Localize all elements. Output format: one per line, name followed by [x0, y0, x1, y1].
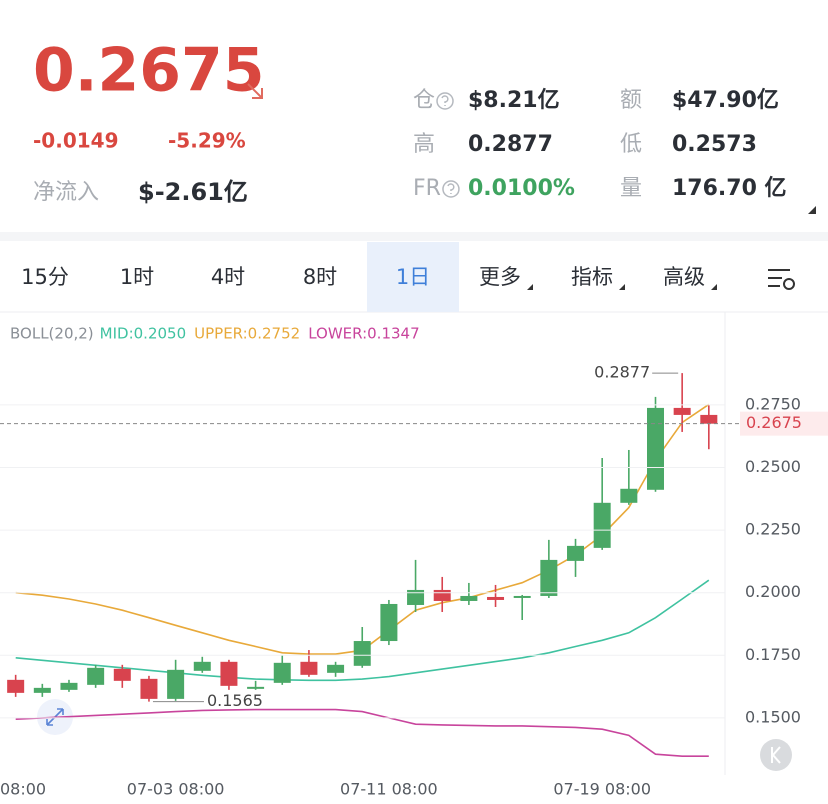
x-tick-label: 07-03 08:00 — [127, 780, 225, 799]
net-inflow: $-2.61亿 — [138, 178, 248, 206]
candle-body — [220, 661, 238, 686]
candle-body — [540, 559, 558, 596]
candle-body — [167, 669, 185, 699]
tab[interactable]: 8时 — [303, 265, 337, 289]
y-tick-label: 0.2500 — [745, 457, 801, 476]
help-glyph — [447, 183, 455, 194]
tab-dropdown — [711, 284, 717, 290]
candle-body — [7, 679, 25, 693]
candle-body — [380, 603, 398, 642]
tab-selected-bg — [367, 242, 459, 312]
stat-value: 0.2877 — [468, 132, 553, 157]
stat-label: 低 — [620, 132, 642, 157]
legend-entry: UPPER:0.2752 — [194, 325, 300, 343]
net-inflow-label: 净流入 — [33, 180, 99, 205]
stat-value: 0.0100% — [468, 176, 575, 201]
help-glyph — [441, 95, 449, 106]
price: 0.2675 — [33, 36, 265, 106]
change: -0.0149 — [33, 129, 118, 153]
y-tick-label: 0.1500 — [745, 707, 801, 726]
tab-dropdown — [527, 284, 533, 290]
min-label: 0.1565 — [207, 691, 263, 710]
band-line — [15, 579, 710, 682]
candle-body — [567, 545, 585, 561]
candle-body — [87, 667, 105, 685]
candle-body — [247, 686, 265, 689]
x-tick-label: 07-19 08:00 — [553, 780, 651, 799]
stat-label: 高 — [413, 132, 435, 157]
candle-body — [620, 488, 638, 503]
y-tick-label: 0.2750 — [745, 394, 801, 413]
candle-body — [593, 502, 611, 548]
last-price-label: 0.2675 — [746, 413, 802, 432]
stat-value: 176.70 亿 — [672, 176, 787, 201]
stat-value: $8.21亿 — [468, 88, 560, 113]
help-icon[interactable] — [442, 180, 460, 198]
candle-body — [193, 661, 211, 671]
kline-button[interactable] — [760, 739, 792, 771]
candle-body — [353, 641, 371, 666]
candle-body — [647, 407, 664, 490]
tab[interactable]: 1日 — [396, 265, 430, 289]
candle-body — [673, 407, 691, 415]
stat-label: 仓 — [413, 88, 435, 113]
tab[interactable]: 指标 — [571, 265, 613, 289]
y-tick-label: 0.2250 — [745, 520, 801, 539]
legend-entry: MID:0.2050 — [100, 325, 186, 343]
band-line — [15, 708, 709, 757]
tab[interactable]: 高级 — [663, 265, 705, 289]
y-tick-label: 0.1750 — [745, 645, 801, 664]
tab[interactable]: 4时 — [211, 265, 245, 289]
plot — [7, 372, 718, 757]
candle-body — [300, 661, 318, 675]
candle-body — [33, 687, 51, 693]
stat-label: 量 — [620, 176, 642, 201]
candle-body — [433, 589, 451, 601]
expand-corner[interactable] — [808, 206, 816, 214]
stat-value: 0.2573 — [672, 132, 757, 157]
stat-label: 额 — [620, 88, 642, 113]
tab[interactable]: 更多 — [479, 265, 521, 289]
candle-body — [460, 595, 478, 601]
candle-body — [513, 595, 531, 598]
max-label: 0.2877 — [594, 363, 650, 382]
stat-label: FR — [413, 176, 441, 201]
candle-body — [273, 662, 291, 683]
settings-icon[interactable] — [768, 269, 795, 290]
last-price-box — [740, 411, 828, 436]
x-tick-label: 07-11 08:00 — [340, 780, 438, 799]
candle-body — [700, 414, 718, 424]
y-tick-label: 0.2000 — [745, 582, 801, 601]
help-icon[interactable] — [436, 92, 454, 110]
candle-body — [407, 589, 425, 605]
down-arrow — [247, 83, 263, 99]
candle-body — [140, 678, 158, 699]
legend-entry: LOWER:0.1347 — [308, 325, 419, 343]
tab[interactable]: 1时 — [120, 265, 154, 289]
divider — [0, 232, 828, 241]
stat-value: $47.90亿 — [672, 88, 779, 113]
tab-dropdown — [619, 284, 625, 290]
tab[interactable]: 15分 — [21, 265, 69, 289]
candle-body — [327, 664, 345, 673]
candle-body — [487, 596, 505, 600]
candle-body — [60, 682, 78, 690]
x-tick-label: 08:00 — [0, 780, 46, 799]
candle-body — [113, 668, 131, 681]
change-pct: -5.29% — [168, 129, 246, 153]
indicator-name: BOLL(20,2) — [10, 325, 94, 343]
